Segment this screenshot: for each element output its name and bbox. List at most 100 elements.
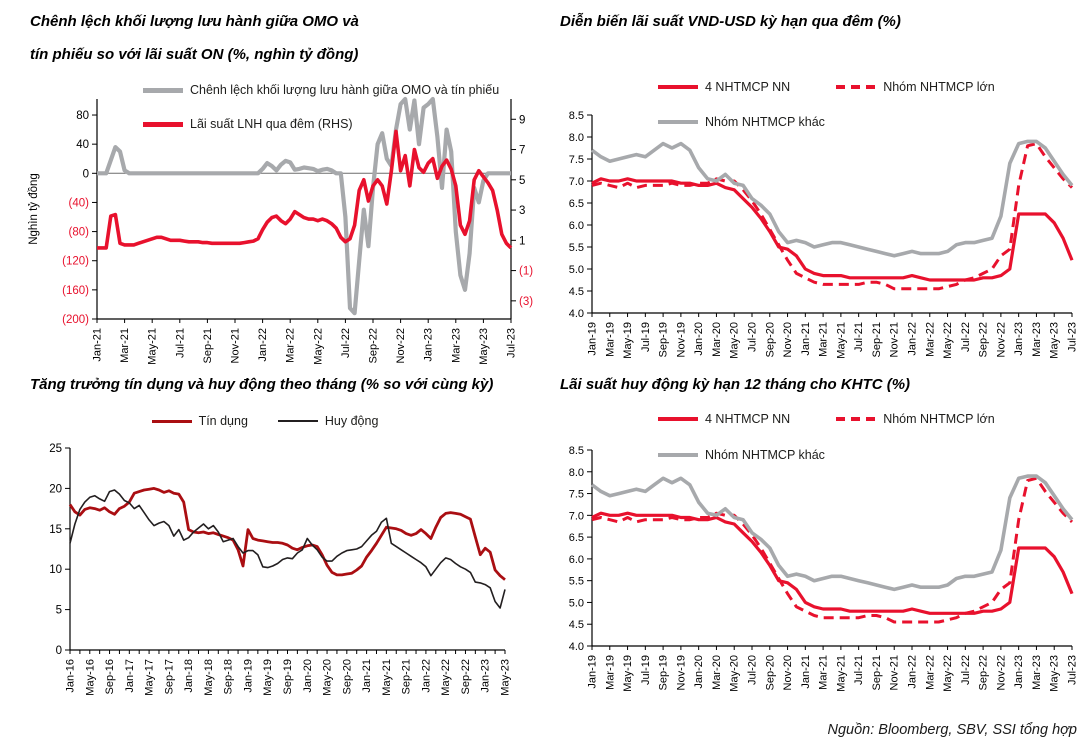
- svg-text:Jul-21: Jul-21: [853, 322, 865, 352]
- legend-label: Tín dụng: [198, 414, 248, 428]
- svg-text:Jul-23: Jul-23: [1067, 322, 1079, 352]
- svg-text:May-19: May-19: [262, 659, 274, 696]
- svg-text:Nov-19: Nov-19: [675, 655, 687, 690]
- legend-item: Huy động: [277, 414, 378, 428]
- svg-text:Jan-16: Jan-16: [65, 659, 77, 693]
- legend-line-darkred-icon: [151, 419, 192, 423]
- svg-text:Mar-23: Mar-23: [1031, 322, 1043, 357]
- legend-line-gray-icon: [658, 120, 698, 124]
- svg-text:Sep-21: Sep-21: [871, 322, 883, 357]
- svg-text:Jul-23: Jul-23: [506, 328, 518, 358]
- svg-text:Mar-22: Mar-22: [924, 655, 936, 690]
- legend-vndusd-row2: Nhóm NHTMCP khác: [658, 115, 825, 129]
- svg-text:20: 20: [49, 483, 62, 495]
- svg-text:Nghìn tỷ đồng: Nghìn tỷ đồng: [28, 173, 40, 245]
- svg-text:Mar-23: Mar-23: [1031, 655, 1043, 690]
- svg-text:Jan-22: Jan-22: [420, 659, 432, 693]
- chart-title-deposit-12m: Lãi suất huy động kỳ hạn 12 tháng cho KH…: [560, 376, 911, 393]
- svg-text:0: 0: [83, 168, 89, 180]
- svg-text:May-20: May-20: [729, 655, 741, 692]
- svg-text:Mar-20: Mar-20: [711, 322, 723, 357]
- legend-line-black-icon: [277, 420, 318, 422]
- svg-text:Sep-20: Sep-20: [341, 659, 353, 694]
- chart-title-omo: Chênh lệch khối lượng lưu hành giữa OMO …: [30, 13, 359, 63]
- chart-title-vnd-usd: Diễn biến lãi suất VND-USD kỳ hạn qua đê…: [560, 13, 901, 30]
- svg-text:Jul-23: Jul-23: [1067, 655, 1079, 685]
- svg-text:80: 80: [76, 110, 89, 122]
- svg-text:Jan-21: Jan-21: [361, 659, 373, 693]
- legend-line-red-solid-icon: [658, 85, 698, 89]
- svg-text:4.0: 4.0: [569, 641, 584, 653]
- svg-text:15: 15: [49, 524, 62, 536]
- deposit-12m-chart-canvas: 8.5 8.0 7.5 7.0 6.5 6.0 5.5 5.0 4.5 4.0 Jan-19 Mar-…: [558, 442, 1080, 717]
- legend-item: 4 NHTMCP NN: [658, 80, 790, 94]
- svg-text:5.5: 5.5: [569, 576, 584, 588]
- legend-label: Lãi suất LNH qua đêm (RHS): [190, 117, 353, 131]
- svg-text:Mar-21: Mar-21: [818, 655, 830, 690]
- svg-text:May-23: May-23: [478, 328, 490, 365]
- legend-item: Lãi suất LNH qua đêm (RHS): [143, 117, 353, 131]
- svg-text:May-21: May-21: [147, 328, 159, 365]
- svg-text:Jan-23: Jan-23: [423, 328, 435, 362]
- source-note: Nguồn: Bloomberg, SBV, SSI tổng hợp: [827, 722, 1077, 738]
- svg-text:4.0: 4.0: [569, 308, 584, 320]
- svg-text:Jul-19: Jul-19: [640, 655, 652, 685]
- svg-text:Jan-20: Jan-20: [302, 659, 314, 693]
- svg-text:Sep-19: Sep-19: [658, 655, 670, 690]
- svg-text:Jan-22: Jan-22: [257, 328, 269, 362]
- svg-text:Sep-21: Sep-21: [871, 655, 883, 690]
- svg-text:8.5: 8.5: [569, 110, 584, 122]
- svg-text:May-22: May-22: [942, 655, 954, 692]
- legend-item: Nhóm NHTMCP khác: [658, 448, 825, 462]
- svg-text:Jan-21: Jan-21: [92, 328, 104, 362]
- panel-tin-dung-huy-dong: Tăng trưởng tín dụng và huy động theo th…: [25, 368, 545, 728]
- legend-item: Nhóm NHTMCP khác: [658, 115, 825, 129]
- svg-text:7.0: 7.0: [569, 510, 584, 522]
- legend-label: Nhóm NHTMCP khác: [705, 115, 825, 129]
- panel-vnd-usd-on: Diễn biến lãi suất VND-USD kỳ hạn qua đê…: [558, 5, 1083, 380]
- svg-text:6.5: 6.5: [569, 198, 584, 210]
- svg-text:(80): (80): [69, 227, 90, 239]
- svg-text:Sep-22: Sep-22: [460, 659, 472, 694]
- svg-text:Sep-20: Sep-20: [764, 322, 776, 357]
- svg-text:Jan-18: Jan-18: [183, 659, 195, 693]
- legend-deposit-row1: 4 NHTMCP NN Nhóm NHTMCP lớn: [658, 412, 995, 426]
- svg-text:25: 25: [49, 443, 62, 455]
- svg-text:4.5: 4.5: [569, 619, 584, 631]
- svg-text:Jan-17: Jan-17: [124, 659, 136, 693]
- svg-text:(40): (40): [69, 197, 90, 209]
- svg-text:7: 7: [519, 145, 525, 157]
- svg-text:Nov-19: Nov-19: [675, 322, 687, 357]
- legend-label: 4 NHTMCP NN: [705, 412, 791, 426]
- svg-text:6.0: 6.0: [569, 220, 584, 232]
- panel-omo-tin-phieu: Chênh lệch khối lượng lưu hành giữa OMO …: [25, 5, 545, 380]
- svg-text:Jan-19: Jan-19: [242, 659, 254, 693]
- svg-text:Jan-19: Jan-19: [587, 322, 599, 356]
- svg-text:7.5: 7.5: [569, 154, 584, 166]
- svg-text:Jan-23: Jan-23: [480, 659, 492, 693]
- svg-text:4.5: 4.5: [569, 286, 584, 298]
- svg-text:8.5: 8.5: [569, 445, 584, 457]
- svg-text:Jul-21: Jul-21: [853, 655, 865, 685]
- legend-label: Nhóm NHTMCP lớn: [883, 80, 995, 94]
- svg-text:(120): (120): [62, 256, 89, 268]
- svg-text:5.5: 5.5: [569, 242, 584, 254]
- svg-text:Jan-22: Jan-22: [907, 655, 919, 689]
- svg-text:Nov-21: Nov-21: [230, 328, 242, 363]
- svg-text:(1): (1): [519, 266, 533, 278]
- legend-line-red-dashed-icon: [836, 417, 877, 421]
- svg-text:May-19: May-19: [622, 655, 634, 692]
- svg-text:Jul-19: Jul-19: [640, 322, 652, 352]
- svg-text:(3): (3): [519, 296, 533, 308]
- legend-credit-row: Tín dụng Huy động: [25, 414, 505, 428]
- svg-text:Nov-22: Nov-22: [395, 328, 407, 363]
- svg-text:Sep-22: Sep-22: [368, 328, 380, 363]
- svg-text:Sep-17: Sep-17: [163, 659, 175, 694]
- svg-text:May-22: May-22: [942, 322, 954, 359]
- svg-text:Mar-19: Mar-19: [604, 655, 616, 690]
- svg-text:10: 10: [49, 564, 62, 576]
